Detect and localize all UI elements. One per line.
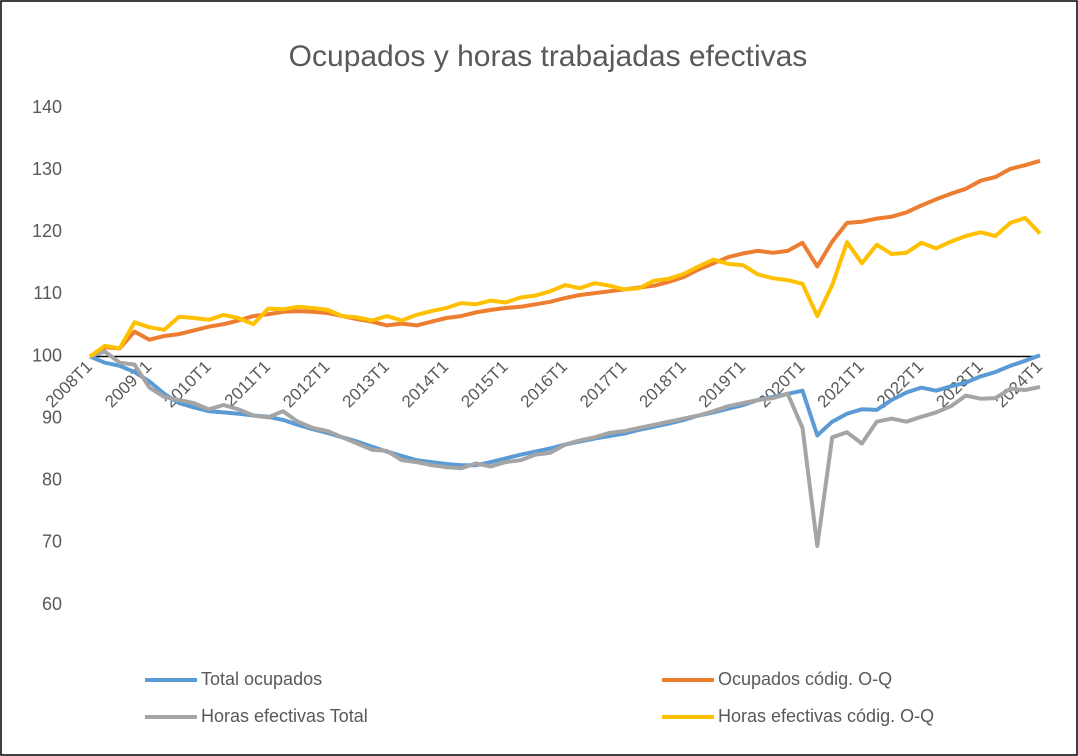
y-tick-label: 90 — [42, 407, 62, 427]
series-line — [89, 349, 1041, 548]
legend-label: Horas efectivas códig. O-Q — [718, 706, 934, 726]
y-tick-label: 100 — [32, 345, 62, 365]
series-line — [88, 158, 1041, 359]
y-tick-label: 60 — [42, 594, 62, 614]
y-tick-label: 140 — [32, 97, 62, 117]
y-tick-label: 80 — [42, 470, 62, 490]
legend-label: Ocupados códig. O-Q — [718, 669, 892, 689]
y-tick-label: 130 — [32, 159, 62, 179]
legend-label: Total ocupados — [201, 669, 322, 689]
y-tick-label: 110 — [33, 283, 62, 303]
y-tick-label: 120 — [32, 221, 62, 241]
series-line — [88, 216, 1042, 359]
legend-label: Horas efectivas Total — [201, 706, 368, 726]
y-tick-label: 70 — [42, 532, 62, 552]
chart-title: Ocupados y horas trabajadas efectivas — [289, 40, 808, 73]
